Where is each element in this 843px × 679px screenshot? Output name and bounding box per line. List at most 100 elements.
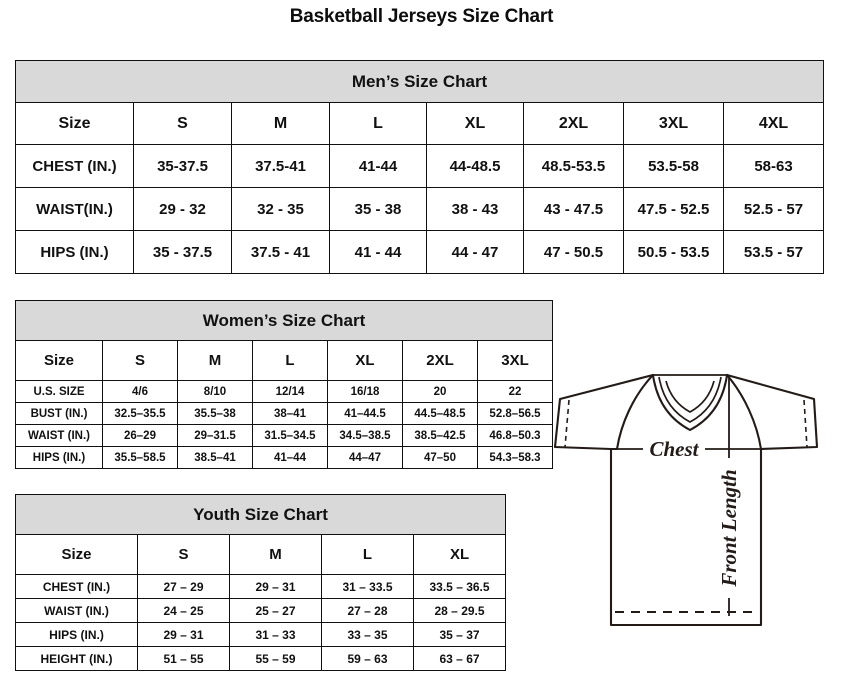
youth-cell-2-3: 35 – 37 — [412, 622, 507, 647]
womens-col-header-3: L — [252, 340, 328, 381]
youth-cell-1-3: 28 – 29.5 — [412, 598, 507, 623]
youth-cell-3-1: 55 – 59 — [229, 646, 322, 671]
womens-cell-2-4: 38.5–42.5 — [402, 424, 478, 447]
youth-chart-caption: Youth Size Chart — [14, 494, 507, 535]
youth-size-chart-table: Youth Size Chart Size S M L XL CHEST (IN… — [14, 494, 507, 671]
youth-cell-1-0: 24 – 25 — [137, 598, 230, 623]
youth-cell-2-0: 29 – 31 — [137, 622, 230, 647]
womens-cell-2-3: 34.5–38.5 — [327, 424, 403, 447]
jersey-measurement-diagram: Chest Front Length — [533, 348, 833, 670]
youth-col-header-2: M — [229, 534, 322, 575]
table-row: WAIST(IN.) 29 - 32 32 - 35 35 - 38 38 - … — [15, 187, 825, 231]
womens-col-header-0: Size — [15, 340, 103, 381]
mens-cell-1-2: 35 - 38 — [329, 187, 427, 231]
youth-col-header-3: L — [321, 534, 414, 575]
womens-row-label-1: BUST (IN.) — [15, 402, 103, 425]
womens-cell-2-0: 26–29 — [102, 424, 178, 447]
mens-cell-2-6: 53.5 - 57 — [722, 230, 825, 274]
left-sleeve-shape — [553, 373, 655, 451]
womens-cell-3-4: 47–50 — [402, 446, 478, 469]
mens-cell-0-2: 41-44 — [329, 144, 427, 188]
womens-col-header-4: XL — [327, 340, 403, 381]
table-row: WAIST (IN.) 26–29 29–31.5 31.5–34.5 34.5… — [15, 424, 554, 447]
mens-cell-1-6: 52.5 - 57 — [722, 187, 825, 231]
mens-cell-2-1: 37.5 - 41 — [231, 230, 330, 274]
right-body-outline — [725, 373, 763, 451]
youth-row-label-3: HEIGHT (IN.) — [15, 646, 138, 671]
mens-cell-2-2: 41 - 44 — [329, 230, 427, 274]
youth-cell-0-0: 27 – 29 — [137, 574, 230, 599]
table-row: HIPS (IN.) 29 – 31 31 – 33 33 – 35 35 – … — [15, 622, 507, 647]
womens-cell-1-3: 41–44.5 — [327, 402, 403, 425]
womens-cell-0-3: 16/18 — [327, 380, 403, 403]
youth-cell-0-2: 31 – 33.5 — [321, 574, 414, 599]
womens-cell-1-4: 44.5–48.5 — [402, 402, 478, 425]
mens-cell-2-4: 47 - 50.5 — [523, 230, 624, 274]
youth-row-label-2: HIPS (IN.) — [15, 622, 138, 647]
table-row: CHEST (IN.) 35-37.5 37.5-41 41-44 44-48.… — [15, 144, 825, 188]
mens-col-header-0: Size — [15, 102, 134, 145]
vneck-outer — [651, 373, 729, 432]
table-row: HIPS (IN.) 35.5–58.5 38.5–41 41–44 44–47… — [15, 446, 554, 469]
youth-row-label-0: CHEST (IN.) — [15, 574, 138, 599]
mens-cell-1-1: 32 - 35 — [231, 187, 330, 231]
womens-caption-row: Women’s Size Chart — [14, 300, 554, 341]
womens-col-header-5: 2XL — [402, 340, 478, 381]
womens-cell-1-0: 32.5–35.5 — [102, 402, 178, 425]
womens-cell-0-1: 8/10 — [177, 380, 253, 403]
womens-cell-2-2: 31.5–34.5 — [252, 424, 328, 447]
womens-cell-2-1: 29–31.5 — [177, 424, 253, 447]
mens-cell-0-0: 35-37.5 — [133, 144, 232, 188]
left-body-outline — [609, 373, 655, 451]
womens-cell-0-2: 12/14 — [252, 380, 328, 403]
mens-row-label-0: CHEST (IN.) — [15, 144, 134, 188]
youth-cell-2-1: 31 – 33 — [229, 622, 322, 647]
mens-cell-1-5: 47.5 - 52.5 — [623, 187, 724, 231]
youth-cell-1-2: 27 – 28 — [321, 598, 414, 623]
chest-measure-label: Chest — [649, 437, 699, 461]
mens-col-header-6: 3XL — [623, 102, 724, 145]
right-sleeve-shape — [725, 373, 819, 451]
womens-cell-1-1: 35.5–38 — [177, 402, 253, 425]
mens-col-header-7: 4XL — [722, 102, 825, 145]
front-length-measure-label: Front Length — [717, 469, 741, 587]
mens-col-header-4: XL — [426, 102, 524, 145]
youth-cell-3-2: 59 – 63 — [321, 646, 414, 671]
mens-row-label-1: WAIST(IN.) — [15, 187, 134, 231]
mens-cell-0-6: 58-63 — [722, 144, 825, 188]
mens-header-row: Size S M L XL 2XL 3XL 4XL — [15, 102, 825, 145]
youth-cell-1-1: 25 – 27 — [229, 598, 322, 623]
mens-col-header-3: L — [329, 102, 427, 145]
vneck-middle — [658, 376, 722, 423]
mens-cell-0-3: 44-48.5 — [426, 144, 524, 188]
womens-row-label-2: WAIST (IN.) — [15, 424, 103, 447]
table-row: BUST (IN.) 32.5–35.5 35.5–38 38–41 41–44… — [15, 402, 554, 425]
youth-cell-0-3: 33.5 – 36.5 — [412, 574, 507, 599]
youth-col-header-4: XL — [412, 534, 507, 575]
womens-cell-3-3: 44–47 — [327, 446, 403, 469]
womens-chart-caption: Women’s Size Chart — [14, 300, 554, 341]
page-title: Basketball Jerseys Size Chart — [289, 6, 554, 27]
womens-row-label-0: U.S. SIZE — [15, 380, 103, 403]
womens-cell-3-1: 38.5–41 — [177, 446, 253, 469]
mens-caption-row: Men’s Size Chart — [14, 60, 825, 103]
mens-cell-1-4: 43 - 47.5 — [523, 187, 624, 231]
womens-cell-1-5: 52.8–56.5 — [476, 402, 554, 425]
table-row: CHEST (IN.) 27 – 29 29 – 31 31 – 33.5 33… — [15, 574, 507, 599]
youth-cell-3-0: 51 – 55 — [137, 646, 230, 671]
left-cuff-dash — [564, 399, 570, 448]
womens-cell-3-2: 41–44 — [252, 446, 328, 469]
youth-cell-3-3: 63 – 67 — [412, 646, 507, 671]
womens-col-header-2: M — [177, 340, 253, 381]
mens-cell-0-1: 37.5-41 — [231, 144, 330, 188]
mens-cell-1-3: 38 - 43 — [426, 187, 524, 231]
mens-cell-0-5: 53.5-58 — [623, 144, 724, 188]
mens-col-header-5: 2XL — [523, 102, 624, 145]
womens-header-row: Size S M L XL 2XL 3XL — [15, 340, 554, 381]
womens-col-header-6: 3XL — [476, 340, 554, 381]
youth-header-row: Size S M L XL — [15, 534, 507, 575]
table-row: U.S. SIZE 4/6 8/10 12/14 16/18 20 22 — [15, 380, 554, 403]
womens-col-header-1: S — [102, 340, 178, 381]
mens-col-header-1: S — [133, 102, 232, 145]
womens-cell-0-4: 20 — [402, 380, 478, 403]
